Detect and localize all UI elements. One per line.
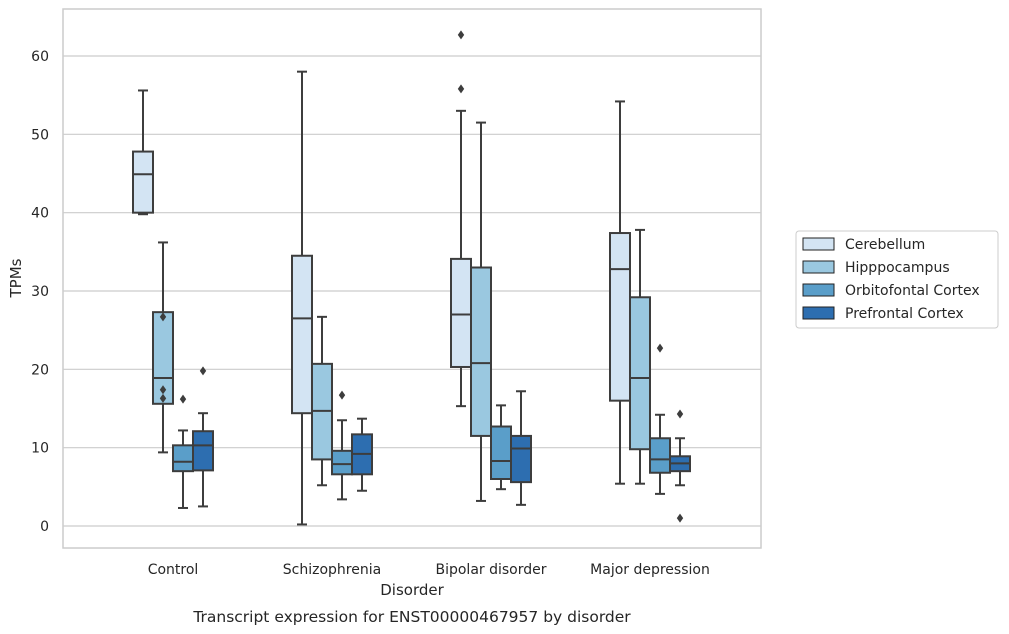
box-3-2 (649, 343, 671, 495)
iqr-box (649, 437, 671, 474)
box-0-0 (132, 89, 154, 216)
outlier-point (457, 84, 465, 94)
box-3-3 (669, 409, 691, 523)
x-tick-label: Schizophrenia (283, 562, 381, 578)
plot-frame (62, 8, 762, 549)
legend-label: Prefrontal Cortex (845, 306, 964, 322)
iqr-box (152, 311, 174, 405)
box-3-1 (629, 228, 651, 485)
outlier-point (656, 343, 664, 353)
outlier-point (159, 385, 167, 395)
outlier-point (457, 30, 465, 40)
x-tick-label: Major depression (590, 562, 710, 578)
x-tick-labels: Control Schizophrenia Bipolar disorder Majo… (148, 562, 710, 578)
box-1-0 (291, 70, 313, 526)
y-tick-label: 60 (31, 49, 49, 65)
iqr-box (629, 296, 651, 451)
x-tick-label: Control (148, 562, 199, 578)
y-axis-label: TPMs (7, 258, 25, 298)
outlier-point (179, 394, 187, 404)
x-axis-label: Disorder (380, 581, 444, 599)
y-tick-label: 0 (40, 519, 49, 535)
y-tick-label: 20 (31, 362, 49, 378)
box-0-1 (152, 241, 174, 454)
iqr-box (291, 254, 313, 415)
legend: Cerebellum Hipppocampus Orbitofontal Corte… (795, 230, 999, 329)
box-series (132, 30, 691, 526)
legend-label: Orbitofontal Cortex (845, 283, 980, 299)
chart-caption: Transcript expression for ENST0000046795… (192, 608, 631, 626)
outlier-point (676, 409, 684, 419)
box-1-1 (311, 315, 333, 487)
outlier-point (338, 390, 346, 400)
iqr-box (470, 266, 492, 437)
y-tick-label: 40 (31, 206, 49, 222)
outlier-point (159, 312, 167, 322)
iqr-box (192, 430, 214, 472)
iqr-box (510, 434, 532, 484)
x-tick-label: Bipolar disorder (435, 562, 546, 578)
legend-label: Hipppocampus (845, 260, 950, 276)
y-tick-label: 30 (31, 284, 49, 300)
legend-swatch (802, 306, 835, 320)
legend-swatch (802, 237, 835, 251)
box-0-3 (192, 366, 214, 508)
y-tick-labels: 0 10 20 30 40 50 60 (31, 49, 49, 535)
box-1-3 (351, 417, 373, 492)
iqr-box (331, 449, 353, 476)
iqr-box (490, 425, 512, 480)
outlier-point (159, 393, 167, 403)
legend-swatch (802, 283, 835, 297)
iqr-box (450, 257, 472, 368)
legend-label: Cerebellum (845, 237, 925, 253)
iqr-box (172, 444, 194, 473)
legend-frame (795, 230, 999, 329)
legend-swatch (802, 260, 835, 274)
iqr-box (609, 232, 631, 402)
y-tick-label: 50 (31, 127, 49, 143)
box-2-3 (510, 390, 532, 506)
outlier-point (676, 513, 684, 523)
iqr-box (132, 150, 154, 214)
box-2-2 (490, 404, 512, 491)
y-tick-label: 10 (31, 441, 49, 457)
outlier-point (199, 366, 207, 376)
box-2-0 (450, 30, 472, 408)
box-2-1 (470, 121, 492, 502)
